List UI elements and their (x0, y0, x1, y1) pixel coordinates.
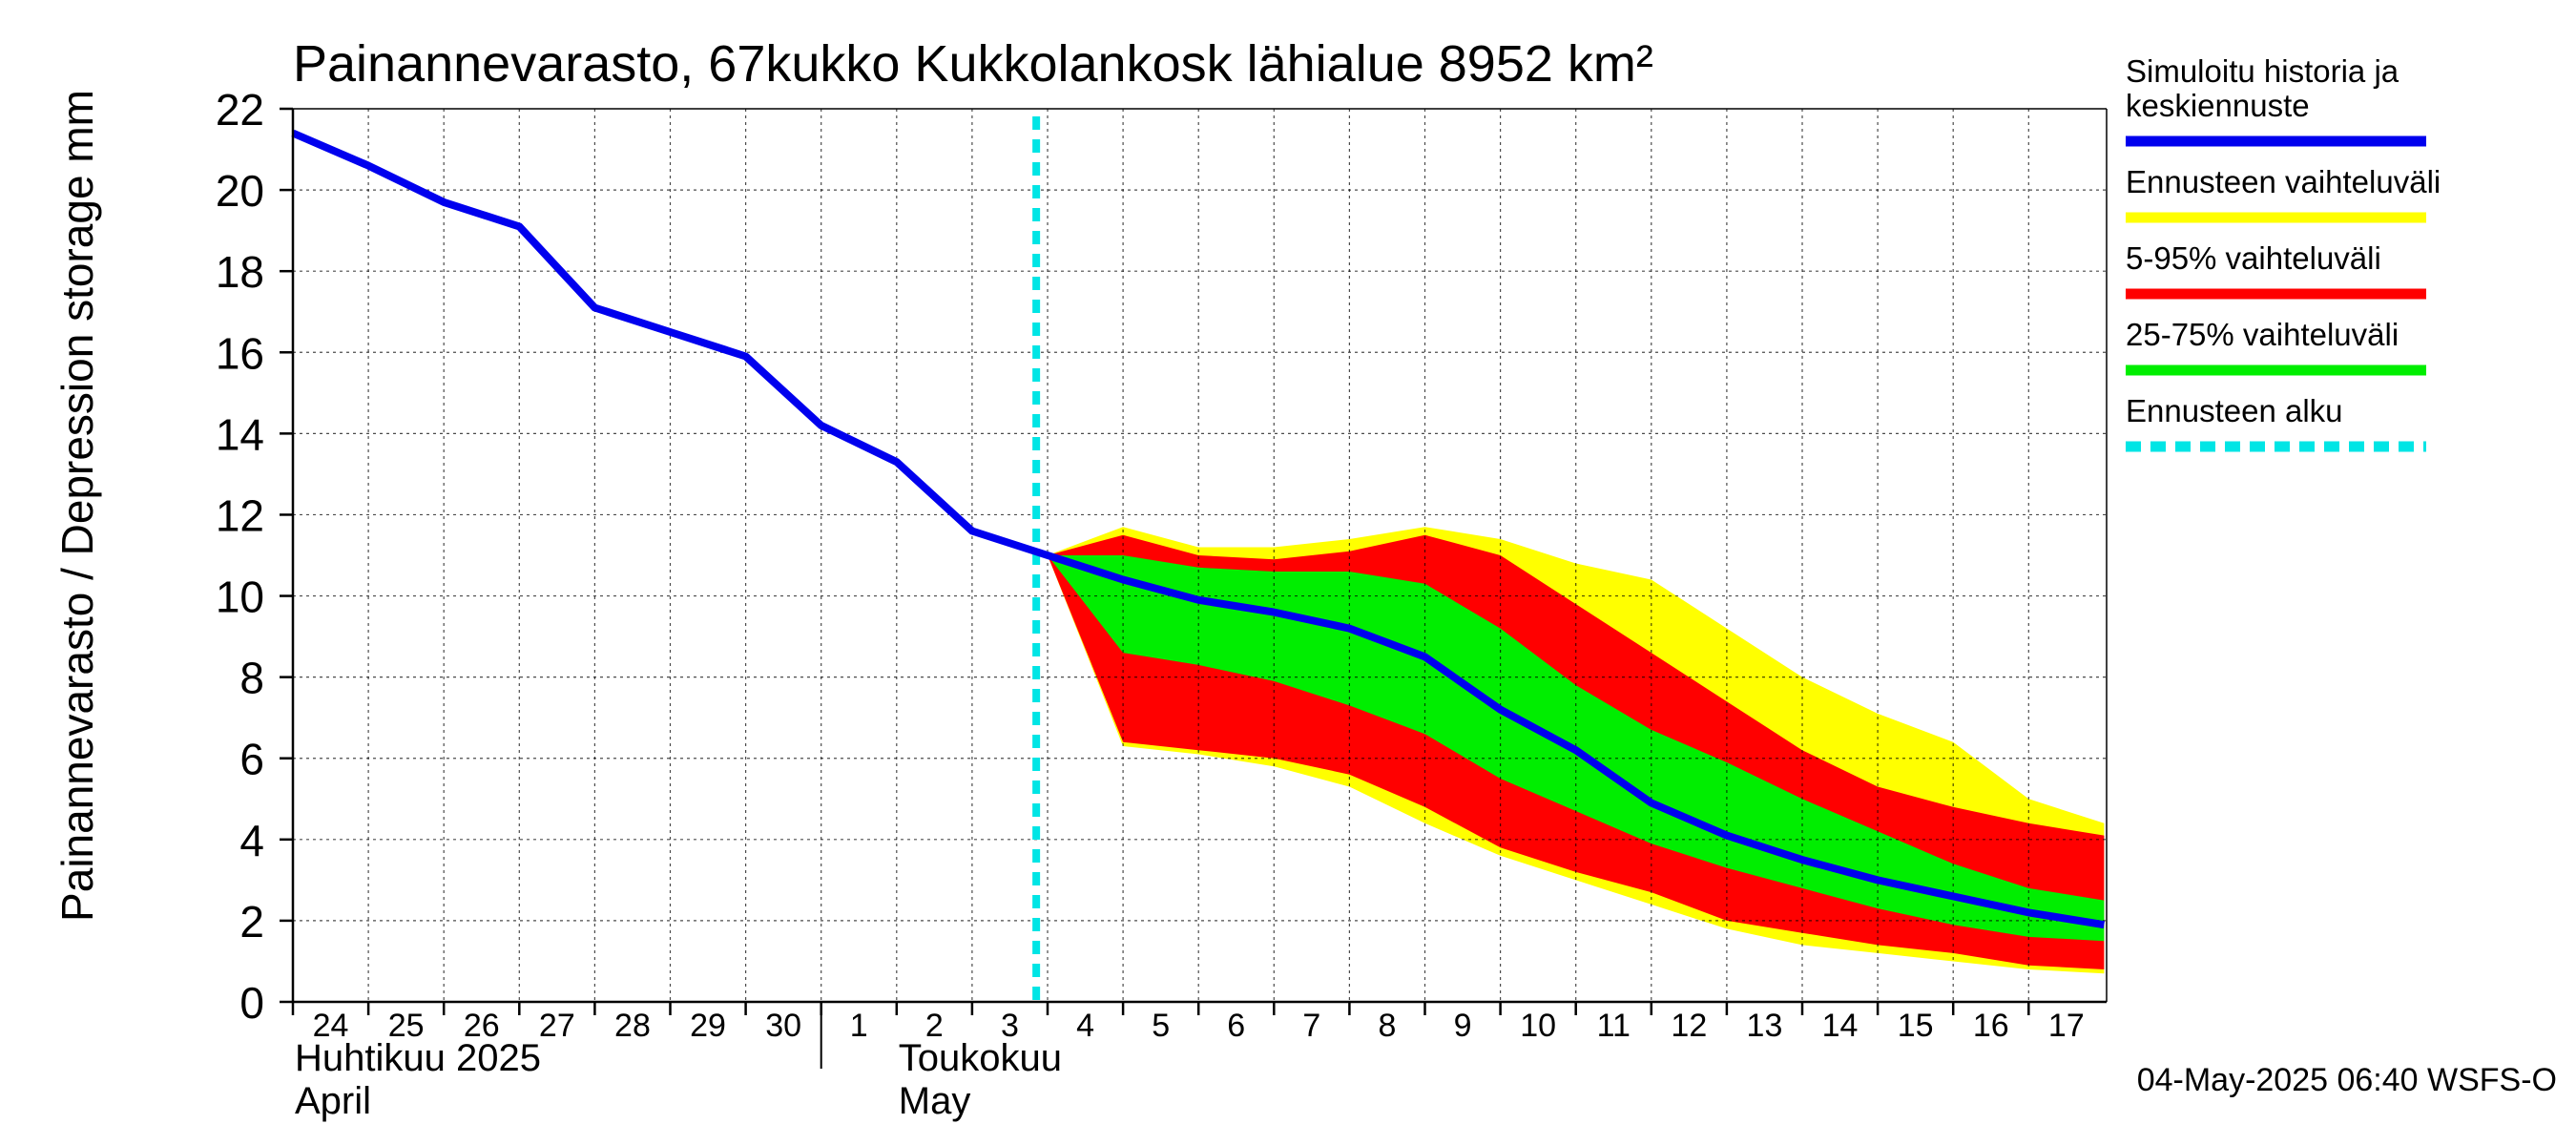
legend-label: Ennusteen vaihteluväli (2126, 164, 2441, 199)
y-tick-label: 10 (216, 572, 264, 622)
x-tick-label: 4 (1076, 1008, 1094, 1044)
x-tick-label: 10 (1520, 1008, 1556, 1044)
x-tick-label: 7 (1302, 1008, 1320, 1044)
y-tick-label: 0 (239, 978, 264, 1028)
y-tick-label: 20 (216, 166, 264, 216)
x-tick-label: 13 (1747, 1008, 1783, 1044)
chart-title: Painannevarasto, 67kukko Kukkolankosk lä… (293, 35, 1653, 93)
x-tick-label: 17 (2048, 1008, 2085, 1044)
legend-label: Simuloitu historia ja (2126, 53, 2399, 89)
x-tick-label: 5 (1152, 1008, 1170, 1044)
x-tick-label: 29 (690, 1008, 726, 1044)
legend-label: keskiennuste (2126, 88, 2310, 123)
x-tick-label: 16 (1973, 1008, 2009, 1044)
x-tick-label: 26 (464, 1008, 500, 1044)
month-label: Huhtikuu 2025 (295, 1037, 541, 1079)
axes (280, 107, 2108, 1069)
month-label-en: May (899, 1080, 971, 1122)
x-tick-label: 27 (539, 1008, 575, 1044)
x-tick-label: 8 (1378, 1008, 1396, 1044)
month-label: Toukokuu (899, 1037, 1062, 1079)
x-tick-label: 28 (614, 1008, 651, 1044)
y-tick-label: 8 (239, 654, 264, 703)
legend-label: Ennusteen alku (2126, 393, 2343, 428)
x-tick-label: 24 (313, 1008, 349, 1044)
footer-timestamp: 04-May-2025 06:40 WSFS-O (2137, 1062, 2557, 1098)
x-tick-label: 15 (1898, 1008, 1934, 1044)
y-axis-label: Painannevarasto / Depression storage mm (52, 90, 102, 922)
legend-label: 5-95% vaihteluväli (2126, 240, 2381, 276)
series-lines (291, 116, 2106, 1002)
x-tick-label: 1 (850, 1008, 868, 1044)
legend-label: 25-75% vaihteluväli (2126, 317, 2399, 352)
y-tick-label: 4 (239, 816, 264, 865)
grid (293, 109, 2107, 1002)
month-label-en: April (295, 1080, 371, 1122)
y-tick-label: 2 (239, 897, 264, 947)
x-tick-label: 6 (1227, 1008, 1245, 1044)
x-tick-label: 11 (1597, 1008, 1631, 1044)
series-line-0 (291, 129, 2106, 929)
x-tick-label: 12 (1671, 1008, 1707, 1044)
y-tick-label: 12 (216, 490, 264, 540)
x-tick-label: 14 (1822, 1008, 1859, 1044)
y-tick-label: 16 (216, 328, 264, 378)
y-tick-label: 22 (216, 85, 264, 135)
x-tick-label: 3 (1001, 1008, 1019, 1044)
x-tick-label: 9 (1454, 1008, 1472, 1044)
y-tick-label: 18 (216, 247, 264, 297)
x-tick-label: 2 (925, 1008, 944, 1044)
y-tick-label: 6 (239, 735, 264, 784)
y-tick-label: 14 (216, 409, 264, 459)
x-tick-label: 25 (388, 1008, 425, 1044)
x-tick-label: 30 (765, 1008, 801, 1044)
